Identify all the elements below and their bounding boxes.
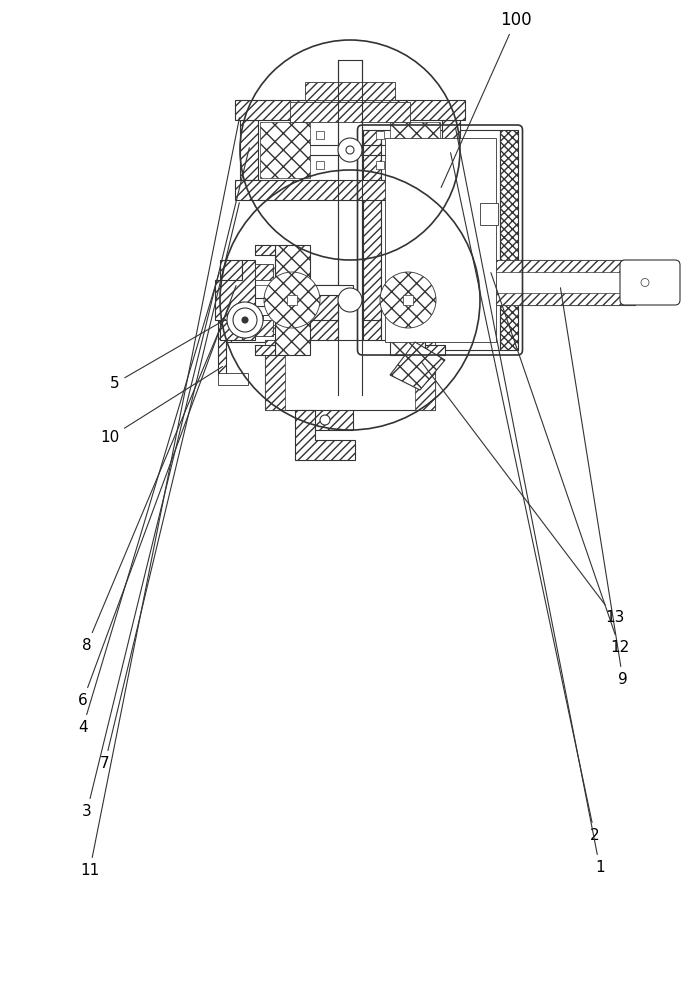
Text: 100: 100: [441, 11, 532, 187]
Bar: [630, 275, 660, 290]
Polygon shape: [260, 122, 310, 178]
Polygon shape: [235, 100, 465, 120]
Polygon shape: [235, 180, 465, 200]
Text: 12: 12: [491, 273, 630, 655]
Bar: [338, 60, 362, 395]
Bar: [480, 260, 635, 305]
Bar: [263, 315, 277, 325]
Polygon shape: [390, 245, 425, 355]
Text: 4: 4: [78, 273, 219, 735]
Circle shape: [227, 302, 263, 338]
Bar: [427, 264, 445, 280]
Text: 9: 9: [560, 288, 628, 687]
Polygon shape: [425, 345, 445, 355]
Bar: [290, 102, 410, 122]
Bar: [218, 373, 248, 385]
Bar: [255, 320, 273, 336]
Bar: [255, 264, 273, 280]
Text: 2: 2: [451, 153, 600, 843]
Polygon shape: [255, 245, 275, 255]
Polygon shape: [442, 120, 460, 180]
Circle shape: [346, 146, 354, 154]
Text: 3: 3: [82, 148, 249, 819]
Text: 5: 5: [110, 319, 225, 391]
Bar: [465, 255, 485, 310]
Polygon shape: [255, 345, 275, 355]
Polygon shape: [275, 245, 310, 355]
Text: 13: 13: [422, 362, 625, 625]
Text: 8: 8: [82, 303, 231, 653]
Polygon shape: [265, 340, 435, 410]
Bar: [231, 298, 279, 306]
Polygon shape: [215, 260, 255, 340]
Polygon shape: [480, 260, 635, 272]
Circle shape: [264, 272, 320, 328]
FancyBboxPatch shape: [620, 260, 680, 305]
Circle shape: [338, 138, 362, 162]
Circle shape: [380, 272, 436, 328]
Bar: [403, 295, 413, 305]
Bar: [380, 130, 500, 350]
Text: 6: 6: [78, 286, 236, 708]
Polygon shape: [306, 285, 352, 430]
Circle shape: [242, 317, 248, 323]
Polygon shape: [390, 342, 445, 390]
Polygon shape: [240, 120, 258, 180]
Bar: [385, 138, 496, 342]
Bar: [316, 161, 324, 169]
Text: 10: 10: [100, 366, 223, 445]
Circle shape: [641, 278, 649, 286]
Polygon shape: [445, 260, 485, 340]
Polygon shape: [390, 122, 440, 178]
Polygon shape: [306, 285, 352, 295]
Text: 1: 1: [456, 128, 604, 875]
Text: 11: 11: [80, 118, 239, 878]
Text: 7: 7: [100, 203, 239, 771]
Bar: [277, 312, 297, 328]
Circle shape: [233, 308, 257, 332]
Polygon shape: [265, 340, 285, 410]
Bar: [376, 161, 384, 169]
Bar: [218, 320, 226, 375]
Polygon shape: [425, 245, 445, 255]
Bar: [376, 131, 384, 139]
Polygon shape: [362, 130, 380, 350]
Circle shape: [320, 415, 330, 425]
Polygon shape: [458, 260, 480, 340]
Polygon shape: [480, 293, 635, 305]
Polygon shape: [500, 130, 517, 350]
Bar: [287, 295, 297, 305]
Polygon shape: [415, 340, 435, 410]
Polygon shape: [220, 260, 242, 340]
Bar: [221, 298, 231, 342]
Bar: [316, 131, 324, 139]
Bar: [427, 320, 445, 336]
Polygon shape: [387, 142, 493, 338]
Bar: [231, 334, 279, 342]
Bar: [480, 203, 498, 225]
Circle shape: [338, 288, 362, 312]
Polygon shape: [295, 410, 355, 460]
Bar: [305, 82, 395, 100]
